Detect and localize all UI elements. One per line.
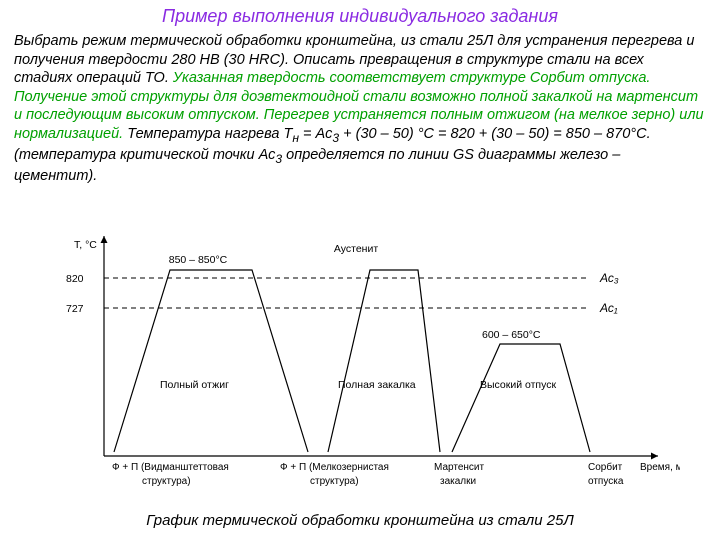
svg-text:Сорбит: Сорбит: [588, 461, 623, 473]
svg-text:850 – 850°С: 850 – 850°С: [169, 254, 228, 266]
task-paragraph: Выбрать режим термической обработки крон…: [14, 32, 706, 186]
svg-text:структура): структура): [142, 476, 191, 487]
svg-text:Высокий отпуск: Высокий отпуск: [480, 379, 556, 391]
svg-text:Аустенит: Аустенит: [334, 243, 378, 255]
svg-text:Т, °C: Т, °C: [74, 239, 97, 251]
svg-text:820: 820: [66, 273, 84, 285]
chart-caption: График термической обработки кронштейна …: [0, 512, 720, 529]
svg-text:Ас₁: Ас₁: [599, 301, 618, 315]
svg-text:Ф + П (Мелкозернистая: Ф + П (Мелкозернистая: [280, 462, 389, 473]
title-text: Пример выполнения индивидуального задани…: [162, 6, 558, 26]
svg-text:Ф + П (Видманштеттовая: Ф + П (Видманштеттовая: [112, 462, 229, 473]
svg-text:Ас₃: Ас₃: [599, 271, 619, 285]
svg-text:Полная закалка: Полная закалка: [338, 379, 416, 391]
svg-text:Время, мин: Время, мин: [640, 462, 680, 473]
svg-text:закалки: закалки: [440, 476, 476, 487]
caption-text: График термической обработки кронштейна …: [146, 512, 574, 529]
svg-text:Мартенсит: Мартенсит: [434, 462, 484, 473]
svg-text:структура): структура): [310, 476, 359, 487]
svg-text:Полный отжиг: Полный отжиг: [160, 379, 229, 391]
svg-text:отпуска: отпуска: [588, 476, 624, 487]
svg-text:600 – 650°С: 600 – 650°С: [482, 329, 541, 341]
svg-text:727: 727: [66, 303, 84, 315]
heat-treatment-chart: Т, °C 820 727 Ас₃ Ас₁ 850 – 850°С Аустенит 600 …: [40, 230, 680, 490]
page-title: Пример выполнения индивидуального задани…: [0, 6, 720, 27]
